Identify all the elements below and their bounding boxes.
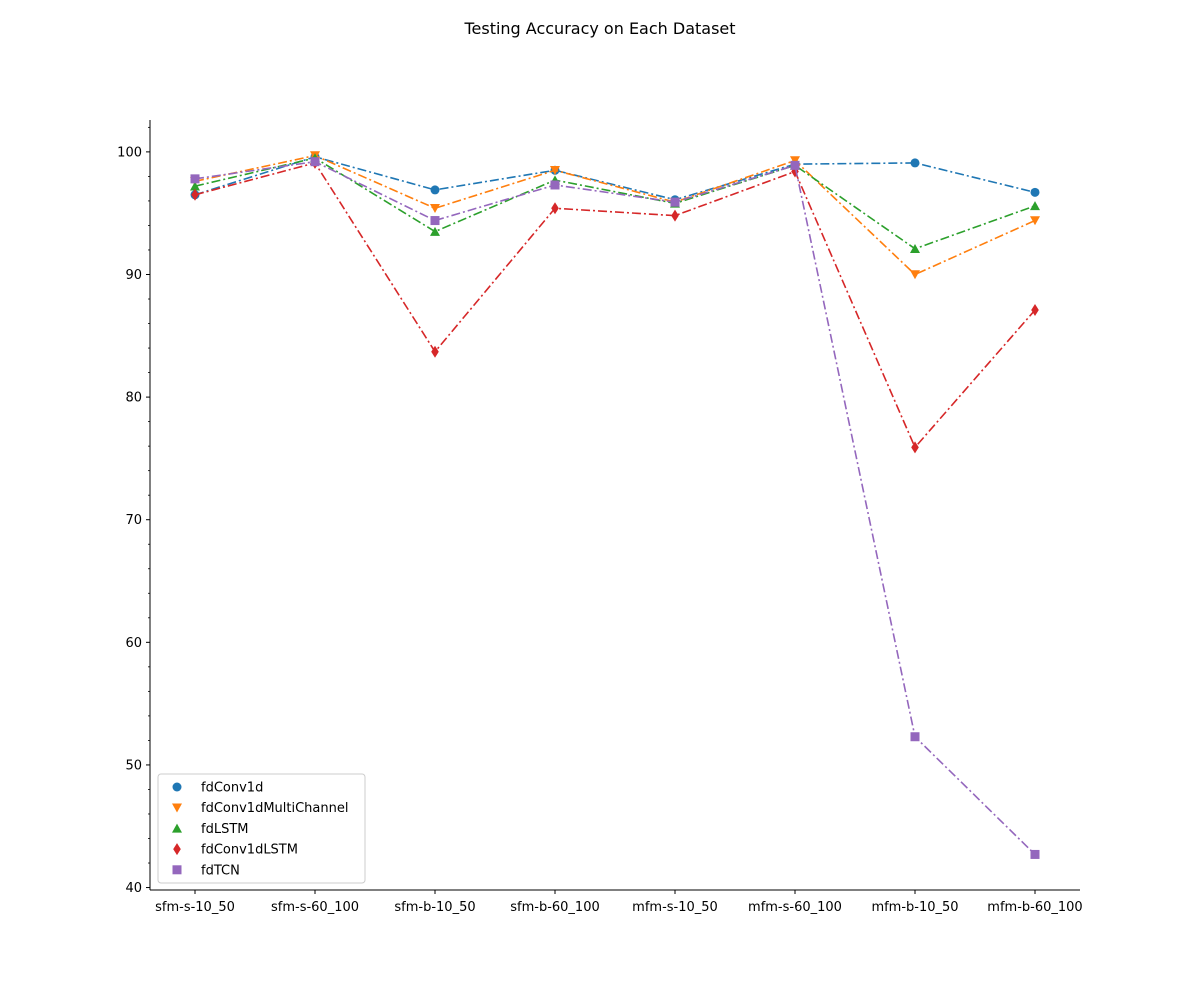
y-tick-label: 80 [125,391,142,406]
data-point [551,202,559,215]
legend-marker [172,782,182,792]
x-tick-label: mfm-s-60_100 [748,900,842,915]
data-point [911,441,919,454]
series-line [194,155,1036,201]
series-line [194,161,1036,449]
series-line [194,160,1036,856]
data-point [1030,187,1040,197]
series-fdTCN [190,157,1040,859]
data-point [550,180,560,190]
data-point [910,270,920,280]
chart-title: Testing Accuracy on Each Dataset [463,19,735,38]
legend-label: fdConv1dLSTM [201,843,298,858]
data-point [1031,304,1039,317]
legend-marker [172,803,182,813]
data-point [1030,201,1040,211]
x-tick-label: mfm-b-60_100 [987,900,1082,915]
legend-label: fdLSTM [201,822,248,837]
series-line [194,154,1036,276]
data-point [910,243,920,253]
x-tick-label: sfm-b-10_50 [394,900,475,915]
y-tick-label: 60 [125,636,142,651]
x-tick-label: sfm-s-60_100 [271,900,359,915]
y-tick-label: 40 [125,881,142,896]
data-point [430,226,440,236]
x-tick-label: mfm-s-10_50 [632,900,718,915]
series-layer [190,151,1040,859]
data-point [190,174,200,184]
legend-frame [157,773,366,884]
y-tick-label: 100 [117,145,142,160]
data-point [671,209,679,222]
data-point [910,158,920,168]
series-fdConv1dMultiChannel [190,151,1040,280]
y-tick-label: 50 [125,758,142,773]
data-point [790,160,800,170]
legend-label: fdConv1dMultiChannel [201,801,348,816]
axes: 40 50 60 70 80 90 100 sfm-s-10_50 sfm-s-60_100 sf… [117,120,1083,915]
data-point [190,181,200,191]
legend-marker [173,843,181,856]
y-tick-label: 90 [125,268,142,283]
legend: fdConv1d fdConv1dMultiChannel fdLSTM fdConv… [157,773,366,884]
data-point [910,732,920,742]
data-point [310,157,320,167]
data-point [191,188,199,201]
data-point [430,185,440,195]
data-point [431,345,439,358]
y-tick-label: 70 [125,513,142,528]
series-fdConv1dLSTM [191,156,1039,454]
data-point [791,165,799,178]
legend-label: fdConv1d [201,781,263,796]
series-line [194,157,1036,250]
x-tick-label: sfm-s-10_50 [155,900,235,915]
legend-marker [172,823,182,833]
data-point [1030,849,1040,859]
data-point [670,197,680,207]
data-point [430,204,440,214]
data-point [1030,216,1040,226]
x-tick-label: sfm-b-60_100 [510,900,600,915]
data-point [550,166,560,176]
legend-label: fdTCN [201,863,240,878]
legend-marker [172,865,182,875]
series-fdLSTM [190,153,1040,253]
data-point [430,216,440,226]
x-tick-label: mfm-b-10_50 [871,900,958,915]
